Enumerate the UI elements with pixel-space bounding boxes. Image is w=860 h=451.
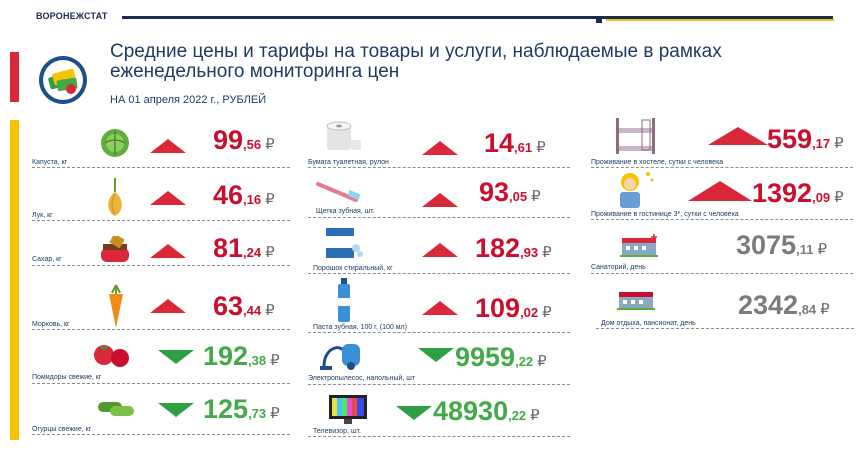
brand-name: ВОРОНЕЖСТАТ (36, 11, 108, 21)
trend-up-icon (150, 299, 186, 313)
trend-up-icon (150, 244, 186, 258)
item-label: Щетка зубная, шт. (316, 208, 375, 215)
item-label: Огурцы свежие, кг (32, 426, 92, 433)
trend-up-icon (422, 243, 458, 257)
carrot-icon (104, 283, 128, 329)
price-value: 3075,11 ₽ (736, 230, 827, 260)
tv-icon (328, 394, 368, 426)
price-value: 192,38 ₽ (203, 341, 280, 371)
item-label: Проживание в хостеле, сутки с человека (591, 159, 724, 166)
item-label: Сахар, кг (32, 256, 62, 263)
vacuum-cleaner-icon (318, 336, 364, 374)
price-value: 48930,22 ₽ (433, 396, 540, 426)
item-label: Лук, кг (32, 212, 53, 219)
trend-down-icon (158, 403, 194, 417)
item-label: Бумага туалетная, рулон (308, 159, 389, 166)
item-label: Порошок стиральный, кг (313, 265, 393, 272)
toothbrush-icon (316, 180, 364, 206)
price-value: 81,24 ₽ (213, 233, 275, 263)
price-value: 2342,84 ₽ (738, 290, 830, 320)
price-value: 93,05 ₽ (479, 177, 541, 207)
item-label: Помидоры свежие, кг (32, 374, 102, 381)
trend-up-icon (708, 127, 768, 145)
price-value: 125,73 ₽ (203, 394, 280, 424)
item-label: Дом отдыха, пансионат, день (601, 320, 696, 327)
price-value: 46,16 ₽ (213, 180, 275, 210)
trend-up-icon (150, 191, 186, 205)
detergent-icon (324, 226, 364, 262)
hotel-maid-icon (612, 168, 656, 210)
item-label: Паста зубная, 100 г. (100 мл) (313, 324, 407, 331)
tomato-icon (92, 341, 132, 369)
item-label: Электропылесос, напольный, шт (308, 375, 416, 382)
trend-up-icon (422, 301, 458, 315)
trend-up-icon (688, 181, 752, 201)
onion-icon (104, 178, 126, 218)
trend-up-icon (422, 141, 458, 155)
price-value: 1392,09 ₽ (752, 178, 844, 208)
cabbage-icon (100, 128, 130, 158)
side-accent-red (10, 52, 19, 102)
toothpaste-icon (336, 278, 352, 324)
top-rule-accent (606, 19, 834, 21)
trend-up-icon (150, 139, 186, 153)
price-value: 109,02 ₽ (475, 293, 552, 323)
price-value: 182,93 ₽ (475, 233, 552, 263)
trend-down-icon (418, 348, 454, 362)
sugar-icon (98, 236, 132, 266)
item-label: Морковь, кг (32, 321, 70, 328)
item-label: Капуста, кг (32, 159, 68, 166)
price-value: 63,44 ₽ (213, 291, 275, 321)
top-rule-marker (596, 17, 602, 23)
bunk-bed-icon (614, 116, 658, 156)
money-logo-icon (38, 55, 88, 105)
page-title: Средние цены и тарифы на товары и услуги… (110, 41, 722, 82)
item-label: Санаторий, день (591, 264, 646, 271)
price-value: 559,17 ₽ (767, 124, 844, 154)
side-accent-yellow (10, 120, 19, 440)
item-label: Телевизор, шт. (313, 428, 361, 435)
cucumber-icon (96, 398, 136, 418)
sanatorium-icon (620, 234, 660, 258)
trend-down-icon (158, 350, 194, 364)
price-value: 99,56 ₽ (213, 125, 275, 155)
price-value: 9959,22 ₽ (455, 342, 547, 372)
trend-up-icon (422, 193, 458, 207)
top-rule (122, 16, 833, 19)
item-label: Проживание в гостинице 3*, сутки с челов… (591, 211, 739, 218)
trend-down-icon (396, 406, 432, 420)
page-subtitle: НА 01 апреля 2022 г., РУБЛЕЙ (110, 94, 267, 106)
resort-icon (617, 290, 657, 312)
toilet-paper-icon (323, 120, 363, 154)
price-value: 14,61 ₽ (484, 128, 546, 158)
